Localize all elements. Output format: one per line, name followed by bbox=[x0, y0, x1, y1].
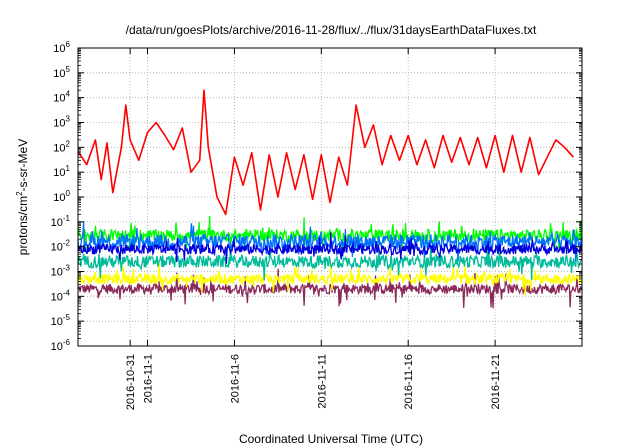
y-tick-label: 106 bbox=[53, 40, 70, 55]
y-tick-label: 10-5 bbox=[51, 313, 71, 328]
y-axis: 10-610-510-410-310-210-11001011021031041… bbox=[51, 40, 582, 353]
y-axis-label: protons/cm2-s-sr-MeV bbox=[15, 139, 30, 255]
y-tick-label: 101 bbox=[53, 164, 70, 179]
x-tick-label: 2016-11-16 bbox=[403, 354, 415, 409]
x-axis: 2016-10-31 2016-11-1 2016-11-6 2016-11-11 20… bbox=[125, 48, 502, 410]
y-tick-label-base: 10 bbox=[53, 192, 65, 204]
x-tick-label: 2016-11-6 bbox=[229, 354, 241, 403]
y-tick-label-exp: -6 bbox=[63, 338, 71, 347]
y-tick-label-base: 10 bbox=[53, 93, 65, 105]
series-0 bbox=[77, 268, 583, 309]
series-layer bbox=[77, 89, 583, 309]
y-tick-label-exp: -3 bbox=[63, 264, 71, 273]
x-tick-label: 2016-11-11 bbox=[316, 354, 328, 409]
grid bbox=[78, 47, 582, 347]
y-tick-label-base: 10 bbox=[51, 291, 63, 303]
y-tick-label-exp: 3 bbox=[66, 115, 71, 124]
y-tick-label: 100 bbox=[53, 189, 70, 204]
y-tick-label-base: 10 bbox=[53, 68, 65, 80]
y-tick-label-base: 10 bbox=[53, 142, 65, 154]
y-tick-label-exp: -5 bbox=[63, 313, 71, 322]
y-tick-label: 10-4 bbox=[51, 288, 71, 303]
y-tick-label-exp: 4 bbox=[66, 90, 71, 99]
x-axis-label: Coordinated Universal Time (UTC) bbox=[239, 432, 423, 446]
y-tick-label-base: 10 bbox=[51, 267, 63, 279]
y-tick-label-exp: 0 bbox=[66, 189, 71, 198]
series-6 bbox=[77, 89, 574, 216]
y-tick-label-base: 10 bbox=[53, 43, 65, 55]
y-tick-label: 105 bbox=[53, 65, 70, 80]
y-axis-label-rest: -s-sr-MeV bbox=[16, 139, 30, 192]
y-tick-label-exp: 2 bbox=[66, 139, 71, 148]
y-tick-label-base: 10 bbox=[51, 341, 63, 353]
y-tick-label-base: 10 bbox=[51, 242, 63, 254]
y-tick-label: 103 bbox=[53, 115, 70, 130]
y-tick-label-exp: 5 bbox=[66, 65, 71, 74]
y-tick-label: 10-2 bbox=[51, 239, 71, 254]
x-tick-label: 2016-11-21 bbox=[490, 354, 502, 409]
y-tick-label-exp: -4 bbox=[63, 288, 71, 297]
y-tick-label-exp: 6 bbox=[66, 40, 71, 49]
y-tick-label: 10-6 bbox=[51, 338, 71, 353]
y-tick-label-exp: -2 bbox=[63, 239, 71, 248]
y-tick-label-base: 10 bbox=[53, 167, 65, 179]
series-5 bbox=[77, 232, 583, 264]
y-tick-label-exp: 1 bbox=[66, 164, 71, 173]
y-tick-label: 104 bbox=[53, 90, 70, 105]
y-tick-label-base: 10 bbox=[53, 118, 65, 130]
y-tick-label-base: 10 bbox=[51, 316, 63, 328]
x-tick-label: 2016-11-1 bbox=[143, 354, 155, 403]
y-axis-label-base: protons/cm bbox=[16, 196, 30, 255]
y-tick-label: 10-1 bbox=[51, 214, 71, 229]
chart-title: /data/run/goesPlots/archive/2016-11-28/f… bbox=[126, 23, 537, 37]
y-tick-label: 102 bbox=[53, 139, 70, 154]
series-1 bbox=[77, 260, 583, 296]
y-axis-label-sup: 2 bbox=[15, 191, 24, 196]
y-tick-label-exp: -1 bbox=[63, 214, 71, 223]
y-tick-label-base: 10 bbox=[51, 217, 63, 229]
series-2 bbox=[77, 240, 583, 281]
x-tick-label: 2016-10-31 bbox=[125, 354, 137, 410]
y-tick-label: 10-3 bbox=[51, 264, 71, 279]
